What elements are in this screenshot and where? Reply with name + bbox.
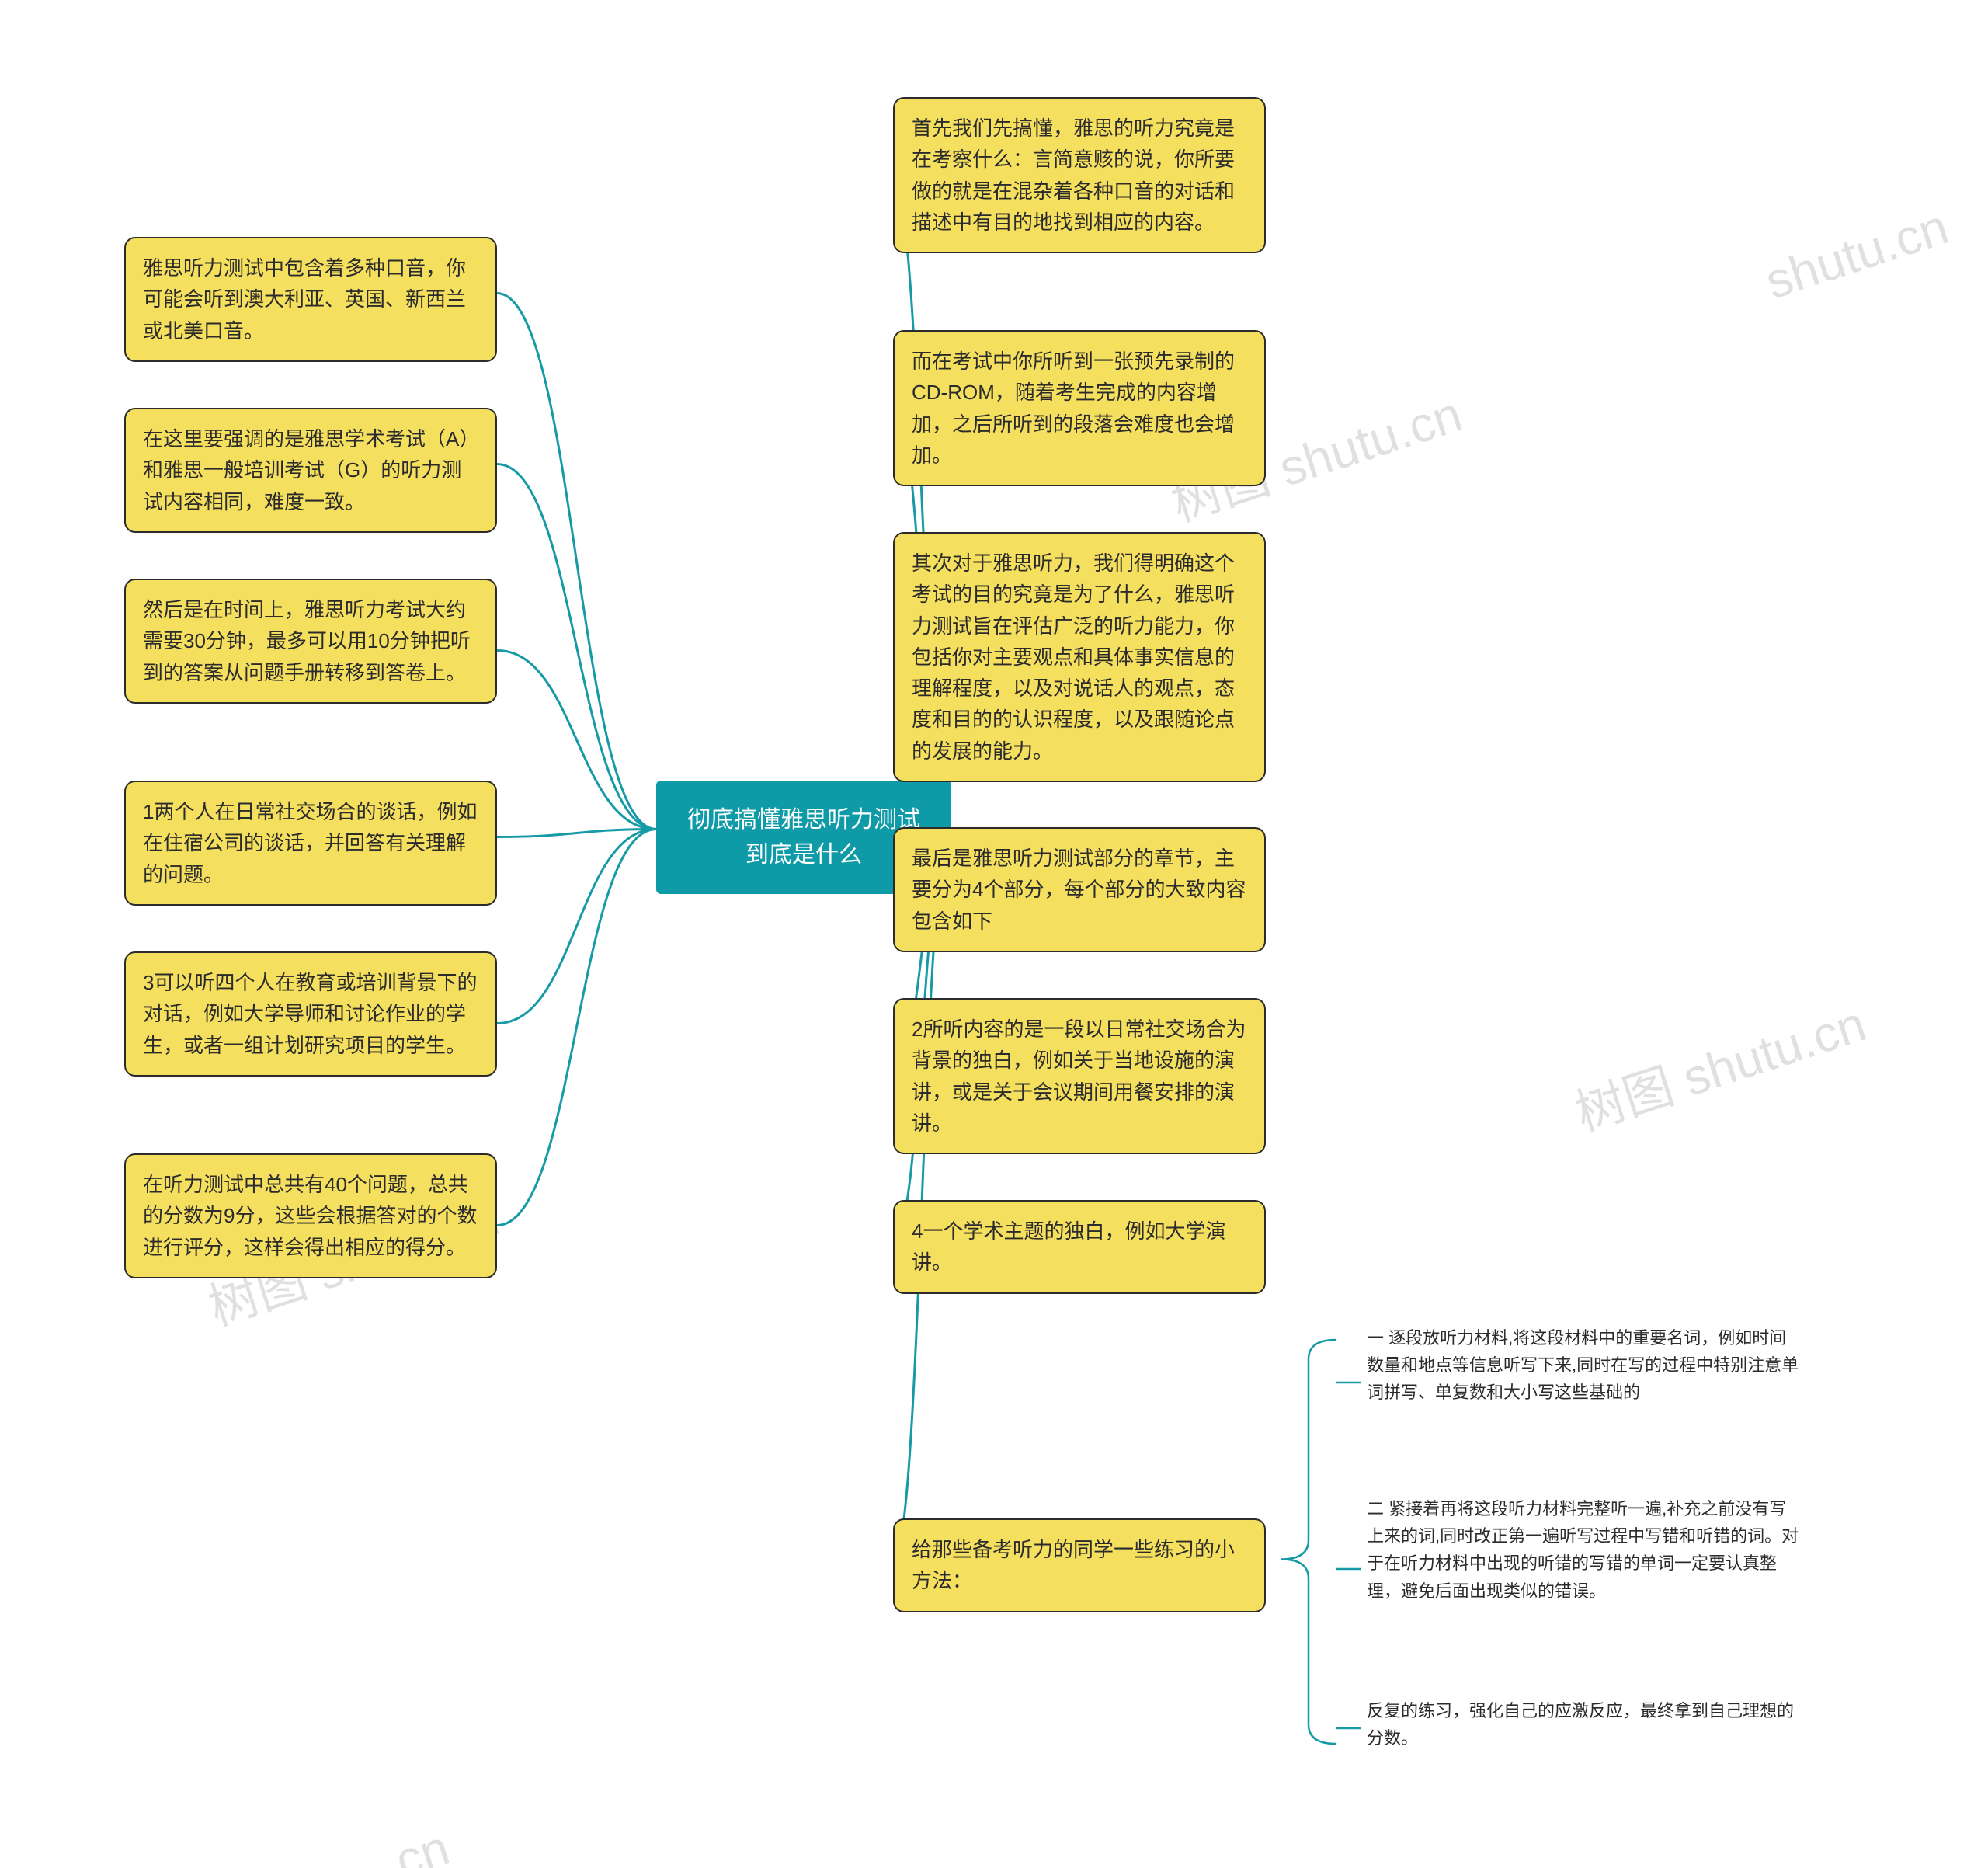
left-node-L3[interactable]: 然后是在时间上，雅思听力考试大约需要30分钟，最多可以用10分钟把听到的答案从问… <box>124 579 497 704</box>
right-node-R6[interactable]: 4一个学术主题的独白，例如大学演讲。 <box>893 1200 1266 1294</box>
edge <box>497 830 656 837</box>
edge <box>497 830 656 1024</box>
right-node-R1[interactable]: 首先我们先搞懂，雅思的听力究竟是在考察什么：言简意赅的说，你所要做的就是在混杂着… <box>893 97 1266 253</box>
right-node-R2[interactable]: 而在考试中你所听到一张预先录制的CD-ROM，随着考生完成的内容增加，之后所听到… <box>893 330 1266 486</box>
watermark-5: cn <box>388 1818 456 1868</box>
mindmap-canvas: 树图 shutu.cnshutu.cn树图 shutu.cnshutu.cn树图… <box>0 0 1988 1868</box>
edge <box>497 464 656 830</box>
edge <box>1281 1340 1336 1744</box>
right-node-R4[interactable]: 最后是雅思听力测试部分的章节，主要分为4个部分，每个部分的大致内容包含如下 <box>893 827 1266 952</box>
left-node-L6[interactable]: 在听力测试中总共有40个问题，总共的分数为9分，这些会根据答对的个数进行评分，这… <box>124 1153 497 1278</box>
leaf-T2[interactable]: 二 紧接着再将这段听力材料完整听一遍,补充之前没有写上来的词,同时改正第一遍听写… <box>1367 1495 1802 1605</box>
left-node-L1[interactable]: 雅思听力测试中包含着多种口音，你可能会听到澳大利亚、英国、新西兰或北美口音。 <box>124 237 497 362</box>
watermark-1: shutu.cn <box>1758 197 1955 310</box>
right-node-R5[interactable]: 2所听内容的是一段以日常社交场合为背景的独白，例如关于当地设施的演讲，或是关于会… <box>893 998 1266 1154</box>
edge <box>497 651 656 830</box>
edge <box>497 294 656 830</box>
leaf-T3[interactable]: 反复的练习，强化自己的应激反应，最终拿到自己理想的分数。 <box>1367 1697 1802 1751</box>
watermark-4: 树图 shutu.cn <box>1565 984 1873 1145</box>
right-node-R7[interactable]: 给那些备考听力的同学一些练习的小方法： <box>893 1518 1266 1612</box>
right-node-R3[interactable]: 其次对于雅思听力，我们得明确这个考试的目的究竟是为了什么，雅思听力测试旨在评估广… <box>893 532 1266 782</box>
left-node-L5[interactable]: 3可以听四个人在教育或培训背景下的对话，例如大学导师和讨论作业的学生，或者一组计… <box>124 951 497 1077</box>
left-node-L4[interactable]: 1两个人在日常社交场合的谈话，例如在住宿公司的谈话，并回答有关理解的问题。 <box>124 781 497 906</box>
leaf-T1[interactable]: 一 逐段放听力材料,将这段材料中的重要名词，例如时间数量和地点等信息听写下来,同… <box>1367 1324 1802 1407</box>
edge <box>497 830 656 1226</box>
left-node-L2[interactable]: 在这里要强调的是雅思学术考试（A）和雅思一般培训考试（G）的听力测试内容相同，难… <box>124 408 497 533</box>
